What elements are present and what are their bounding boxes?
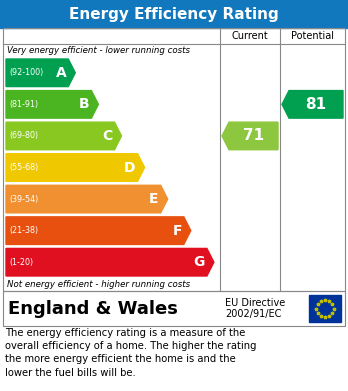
- Polygon shape: [6, 185, 168, 213]
- Text: Not energy efficient - higher running costs: Not energy efficient - higher running co…: [7, 280, 190, 289]
- Text: F: F: [172, 224, 182, 238]
- Text: The energy efficiency rating is a measure of the
overall efficiency of a home. T: The energy efficiency rating is a measur…: [5, 328, 256, 378]
- Text: (39-54): (39-54): [9, 195, 38, 204]
- Text: (21-38): (21-38): [9, 226, 38, 235]
- Polygon shape: [282, 91, 343, 118]
- Text: B: B: [79, 97, 89, 111]
- Bar: [309, 295, 341, 322]
- Text: G: G: [193, 255, 205, 269]
- Text: Current: Current: [232, 31, 268, 41]
- Polygon shape: [222, 122, 278, 150]
- Text: Very energy efficient - lower running costs: Very energy efficient - lower running co…: [7, 46, 190, 55]
- Polygon shape: [6, 91, 98, 118]
- Text: EU Directive: EU Directive: [225, 298, 285, 308]
- Text: 71: 71: [243, 128, 264, 143]
- Text: C: C: [102, 129, 112, 143]
- Text: (1-20): (1-20): [9, 258, 33, 267]
- Text: D: D: [124, 160, 136, 174]
- Text: Potential: Potential: [291, 31, 334, 41]
- Polygon shape: [6, 122, 121, 150]
- Bar: [0, 0, 348, 28]
- Text: Energy Efficiency Rating: Energy Efficiency Rating: [69, 7, 279, 22]
- Text: (55-68): (55-68): [9, 163, 38, 172]
- Text: 2002/91/EC: 2002/91/EC: [225, 310, 282, 319]
- Text: (81-91): (81-91): [9, 100, 38, 109]
- Text: E: E: [149, 192, 159, 206]
- Polygon shape: [6, 248, 214, 276]
- Text: 81: 81: [306, 97, 326, 112]
- Text: England & Wales: England & Wales: [8, 300, 178, 317]
- Polygon shape: [6, 59, 75, 86]
- Bar: [3, 291, 345, 326]
- Text: (69-80): (69-80): [9, 131, 38, 140]
- Polygon shape: [6, 217, 191, 244]
- Text: A: A: [56, 66, 66, 80]
- Text: (92-100): (92-100): [9, 68, 43, 77]
- Polygon shape: [6, 154, 145, 181]
- Bar: [3, 28, 345, 291]
